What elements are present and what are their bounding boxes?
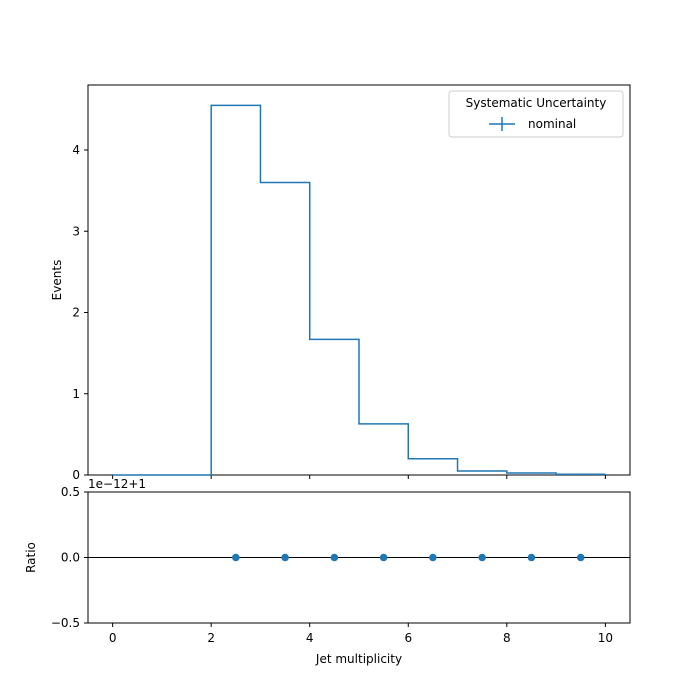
ratio-point <box>576 553 585 562</box>
top-ytick-label: 2 <box>72 306 80 320</box>
top-ylabel: Events <box>50 260 64 301</box>
ratio-point <box>429 553 437 562</box>
bottom-xtick-label: 6 <box>404 631 412 645</box>
top-ytick-label: 3 <box>72 224 80 238</box>
top-ytick-label: 4 <box>72 143 80 157</box>
ratio-offset-text: 1e−12+1 <box>88 477 146 491</box>
ratio-point <box>527 553 536 562</box>
top-panel-frame <box>87 84 631 476</box>
bottom-xtick-label: 2 <box>207 631 215 645</box>
ratio-point <box>330 553 339 562</box>
legend-title: Systematic Uncertainty <box>466 96 607 110</box>
bottom-xtick-label: 4 <box>306 631 314 645</box>
ratio-point <box>281 553 289 562</box>
bottom-xtick-label: 10 <box>598 631 613 645</box>
bottom-xtick-label: 8 <box>503 631 511 645</box>
bottom-xtick-label: 0 <box>109 631 117 645</box>
bottom-ytick-label: 0.5 <box>61 485 80 499</box>
legend-box <box>448 90 624 138</box>
bottom-ytick-label: 0.0 <box>61 551 80 565</box>
ratio-point <box>478 553 486 562</box>
bottom-ytick-label: −0.5 <box>51 616 80 630</box>
bottom-xlabel: Jet multiplicity <box>315 652 402 666</box>
top-ytick-label: 0 <box>72 468 80 482</box>
ratio-point <box>232 553 240 562</box>
ratio-point <box>379 553 388 562</box>
legend-entry-nominal: nominal <box>528 117 576 131</box>
bottom-ylabel: Ratio <box>24 542 38 573</box>
top-ytick-label: 1 <box>72 387 80 401</box>
series-nominal-step <box>112 104 606 476</box>
